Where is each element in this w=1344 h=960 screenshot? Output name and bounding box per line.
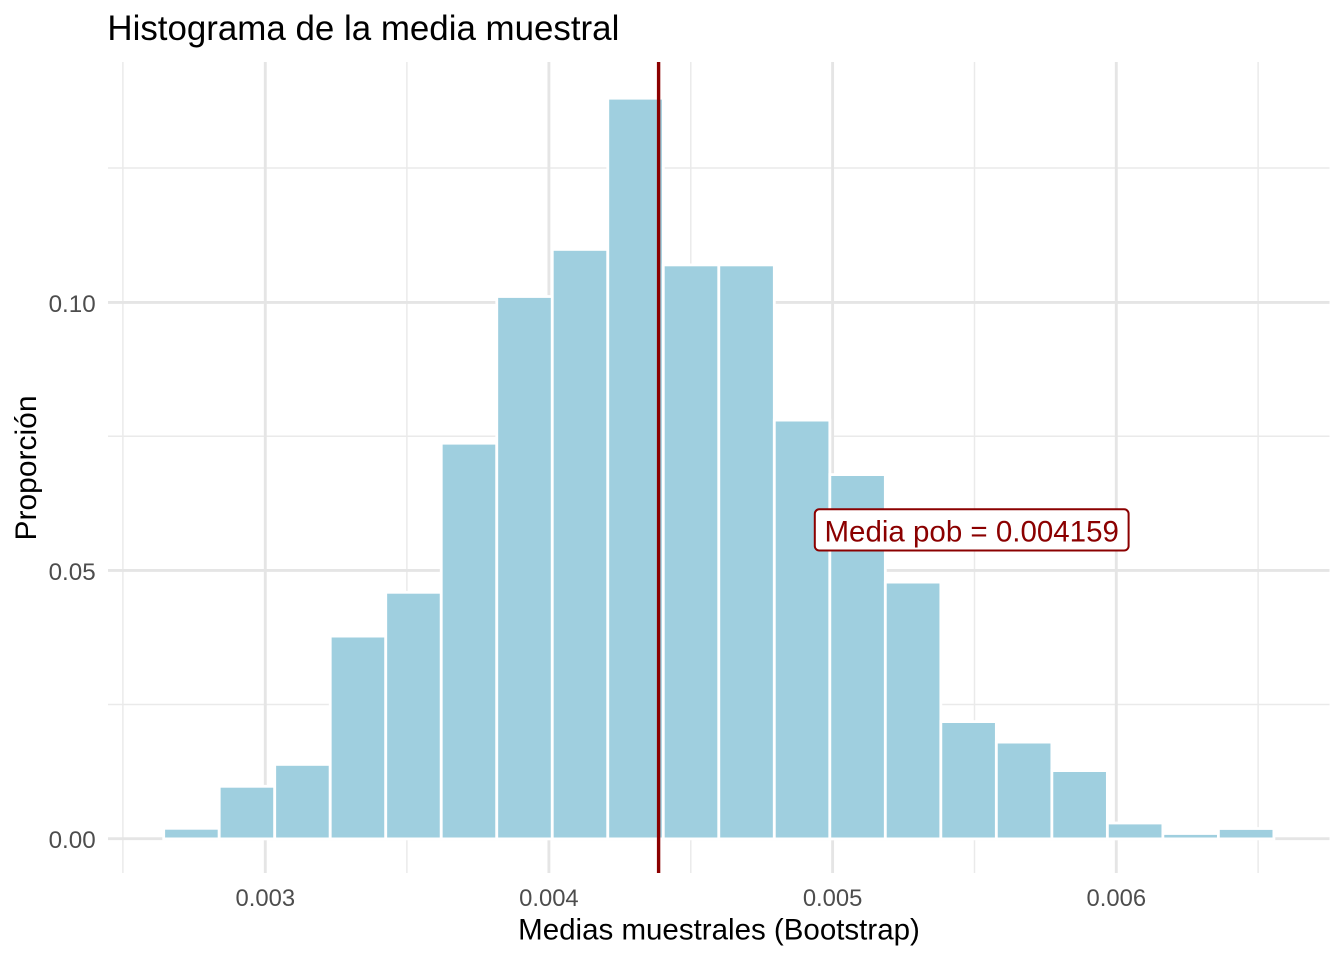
svg-text:0.003: 0.003: [236, 885, 296, 912]
svg-text:Histograma de la media muestra: Histograma de la media muestral: [107, 9, 619, 48]
svg-text:Proporción: Proporción: [10, 395, 43, 540]
svg-text:0.10: 0.10: [49, 291, 96, 318]
svg-text:0.05: 0.05: [49, 559, 96, 586]
svg-text:0.006: 0.006: [1087, 885, 1147, 912]
svg-text:Media pob = 0.004159: Media pob = 0.004159: [824, 515, 1118, 548]
svg-text:Medias muestrales (Bootstrap): Medias muestrales (Bootstrap): [518, 914, 920, 947]
svg-text:0.005: 0.005: [803, 885, 863, 912]
svg-text:0.004: 0.004: [519, 885, 579, 912]
svg-text:0.00: 0.00: [49, 827, 96, 854]
